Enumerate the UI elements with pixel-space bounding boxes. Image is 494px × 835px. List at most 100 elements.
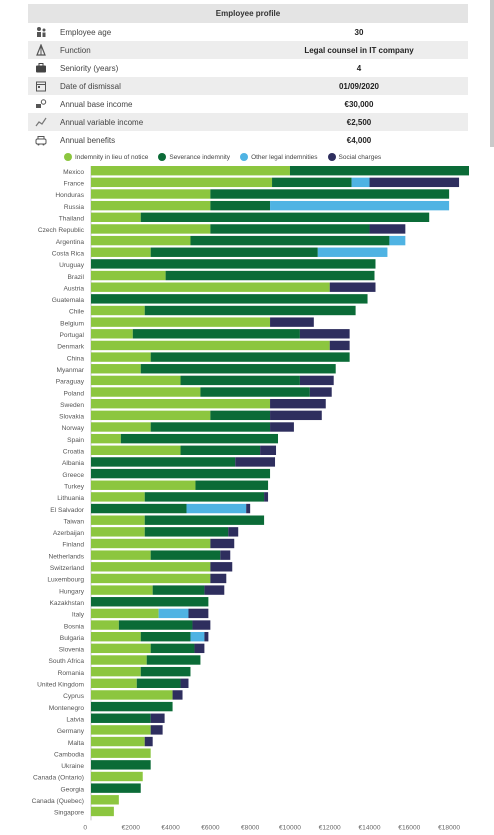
- profile-label: Function: [60, 45, 91, 55]
- bar-segment-social: [369, 177, 460, 188]
- category-label: El Salvador: [50, 507, 85, 514]
- bar-segment-severance: [91, 468, 271, 479]
- legend-swatch: [64, 153, 72, 161]
- bar-segment-social: [270, 422, 294, 432]
- bar-segment-notice: [91, 317, 271, 327]
- bar-segment-social: [220, 550, 231, 560]
- category-label: Montenegro: [49, 705, 85, 712]
- bar-segment-severance: [210, 224, 370, 234]
- bar-segment-social: [192, 620, 211, 630]
- bar-segment-social: [210, 538, 235, 549]
- bar-segment-severance: [144, 515, 265, 525]
- category-label: Taiwan: [63, 518, 84, 525]
- category-label: Mexico: [63, 169, 84, 176]
- profile-value: 01/09/2020: [338, 81, 380, 91]
- category-label: Paraguay: [56, 379, 85, 386]
- category-label: Finland: [62, 542, 84, 549]
- profile-label: Employee age: [60, 27, 112, 37]
- category-label: Honduras: [55, 192, 84, 199]
- profile-value: 4: [356, 63, 362, 73]
- scrollbar[interactable]: [490, 0, 494, 147]
- bar-segment-notice: [91, 620, 119, 630]
- category-label: Spain: [67, 437, 84, 444]
- category-label: Canada (Ontario): [33, 775, 84, 782]
- bar-segment-notice: [91, 795, 119, 805]
- profile-label: Seniority (years): [60, 63, 119, 73]
- bar-segment-notice: [91, 655, 147, 665]
- bar-segment-severance: [144, 305, 356, 316]
- category-label: Austria: [63, 285, 84, 292]
- legend-swatch: [240, 153, 249, 161]
- bar-segment-severance: [180, 445, 261, 455]
- x-tick-label: €8000: [241, 824, 260, 831]
- category-label: Kazakhstan: [50, 600, 85, 607]
- bar-segment-severance: [140, 666, 191, 677]
- bar-segment-notice: [91, 632, 141, 642]
- bar-segment-notice: [91, 725, 151, 735]
- category-label: Argentina: [56, 239, 85, 246]
- category-label: Ukraine: [61, 763, 84, 770]
- category-label: Poland: [63, 390, 84, 397]
- bar-segment-severance: [200, 387, 310, 397]
- bar-segment-severance: [150, 422, 271, 432]
- bar-segment-social: [270, 399, 326, 409]
- category-label: Hungary: [59, 588, 85, 595]
- category-label: Netherlands: [48, 553, 84, 560]
- bar-segment-notice: [91, 329, 133, 339]
- bar-segment-other: [186, 503, 247, 514]
- bar-segment-severance: [150, 247, 318, 257]
- category-label: Slovakia: [59, 414, 84, 421]
- bar-segment-social: [150, 725, 163, 735]
- bar-segment-notice: [91, 177, 273, 188]
- bar-segment-severance: [165, 270, 375, 281]
- legend-swatch: [327, 153, 336, 161]
- bar-segment-notice: [91, 340, 330, 351]
- bar-segment-severance: [210, 200, 271, 211]
- bar-segment-severance: [144, 492, 265, 502]
- legend-label: Other legal indemnities: [251, 153, 318, 161]
- bar-segment-severance: [210, 189, 450, 199]
- benefits-icon: [28, 134, 54, 146]
- category-label: Azerbaijan: [53, 530, 84, 537]
- bar-segment-social: [210, 562, 233, 572]
- bar-segment-notice: [91, 375, 181, 386]
- profile-row-age: Employee age 30: [28, 23, 468, 41]
- category-label: Georgia: [61, 786, 85, 793]
- bar-segment-notice: [91, 399, 271, 409]
- category-label: Czech Republic: [38, 227, 85, 234]
- category-label: Luxembourg: [47, 577, 84, 584]
- bar-segment-severance: [150, 352, 350, 362]
- profile-title: Employee profile: [28, 4, 468, 23]
- bar-segment-other: [351, 177, 370, 188]
- bar-segment-notice: [91, 235, 191, 246]
- bar-segment-notice: [91, 690, 173, 700]
- bar-segment-notice: [91, 515, 145, 525]
- category-label: Denmark: [57, 344, 84, 351]
- bar-segment-social: [369, 224, 406, 234]
- bar-segment-severance: [150, 550, 221, 560]
- x-tick-label: €4000: [161, 824, 180, 831]
- bar-segment-social: [180, 678, 189, 688]
- bar-segment-social: [204, 632, 209, 642]
- bar-segment-notice: [91, 608, 159, 619]
- profile-value: Legal counsel in IT company: [304, 45, 414, 55]
- function-icon: [28, 44, 54, 56]
- category-label: Uruguay: [59, 262, 85, 269]
- bar-segment-social: [246, 503, 251, 514]
- bar-segment-severance: [140, 364, 336, 374]
- profile-label: Date of dismissal: [60, 81, 121, 91]
- category-label: Turkey: [64, 483, 85, 490]
- bar-segment-notice: [91, 573, 211, 584]
- category-label: Albania: [62, 460, 84, 467]
- category-label: Myanmar: [57, 367, 85, 374]
- age-icon: [28, 26, 54, 38]
- bar-segment-notice: [91, 480, 196, 490]
- category-label: Greece: [62, 472, 84, 479]
- bar-segment-notice: [91, 736, 145, 747]
- profile-value: €4,000: [346, 135, 372, 145]
- calendar-icon: [28, 80, 54, 92]
- bar-segment-other: [389, 235, 406, 246]
- bar-segment-severance: [91, 783, 141, 793]
- bar-segment-notice: [91, 166, 290, 176]
- x-tick-label: €16000: [398, 824, 420, 831]
